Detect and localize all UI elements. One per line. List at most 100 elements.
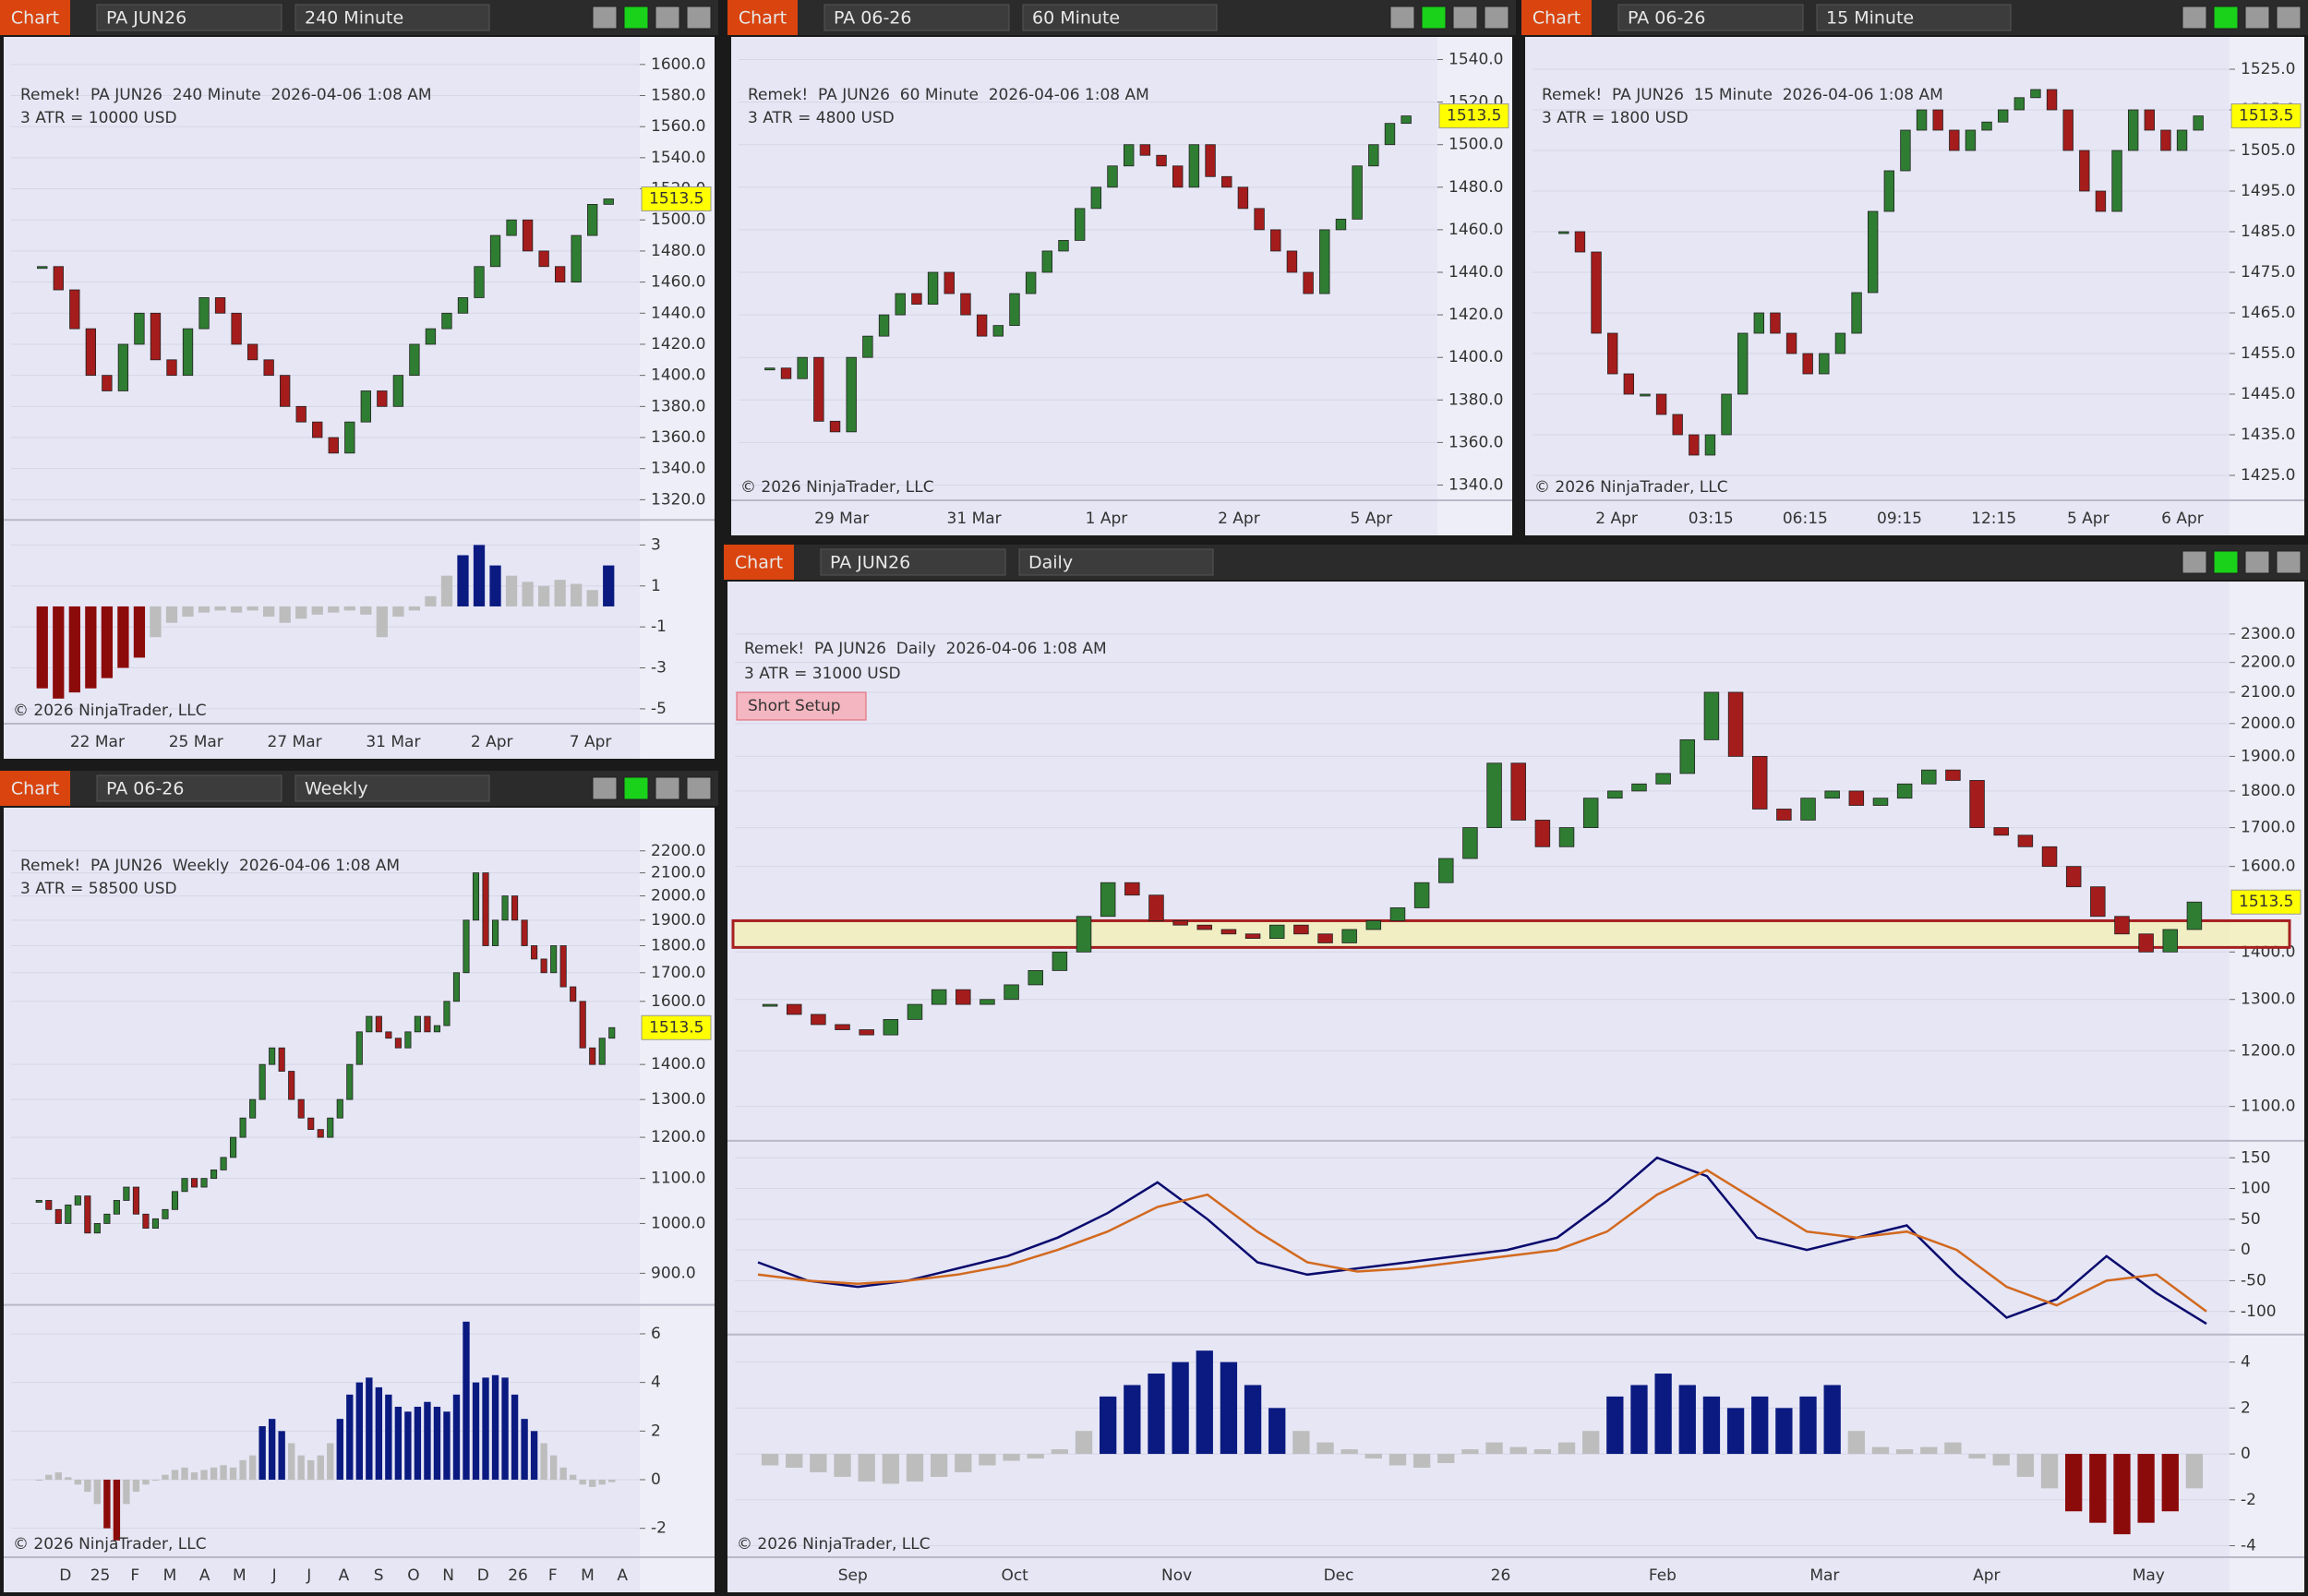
histogram-bar (1726, 1408, 1745, 1455)
histogram-bar (84, 1479, 91, 1493)
window-button[interactable] (2213, 550, 2239, 574)
y-tick-label: 1525.0 (2241, 60, 2295, 78)
window-button[interactable] (1484, 6, 1509, 30)
window-button[interactable] (2276, 550, 2302, 574)
candle (123, 1186, 130, 1201)
candle (166, 359, 177, 377)
candle (472, 872, 480, 921)
y-tick-label: 1460.0 (651, 273, 705, 292)
chart-tab[interactable] (0, 0, 70, 35)
window-button[interactable] (623, 6, 649, 30)
candle (1074, 208, 1086, 241)
candle (1868, 210, 1879, 294)
candle (579, 1001, 586, 1049)
x-tick-label: May (2133, 1566, 2165, 1585)
x-tick-label: M (233, 1566, 246, 1585)
histogram-bar (246, 606, 258, 611)
histogram-bar (521, 1419, 528, 1480)
y-tick-label: 1600.0 (2241, 858, 2295, 876)
y-tick-label: 1700.0 (651, 964, 705, 982)
candle (1319, 229, 1330, 294)
y-tick-label: 1400.0 (651, 366, 705, 385)
window-button[interactable] (2213, 6, 2239, 30)
y-tick-label: 3 (651, 535, 661, 554)
chart-tab[interactable] (727, 0, 798, 35)
y-tick-label: 1440.0 (1449, 263, 1503, 282)
window-button[interactable] (1421, 6, 1447, 30)
window-button[interactable] (2182, 550, 2207, 574)
chart-tab[interactable] (0, 771, 70, 806)
window-button[interactable] (2244, 6, 2270, 30)
window-button[interactable] (2276, 6, 2302, 30)
histogram-bar (1630, 1385, 1648, 1455)
candle (1819, 353, 1830, 375)
histogram-bar (1678, 1385, 1696, 1455)
window-button[interactable] (592, 776, 618, 800)
window-button[interactable] (655, 776, 680, 800)
candle (288, 1071, 295, 1100)
instrument-dropdown[interactable] (96, 774, 282, 802)
candle (385, 1031, 392, 1039)
histogram-bar (598, 1479, 606, 1485)
window-button[interactable] (2182, 6, 2207, 30)
interval-dropdown[interactable] (295, 774, 490, 802)
candle (1389, 907, 1406, 921)
candle (392, 375, 404, 407)
window-button[interactable] (686, 6, 712, 30)
histogram-bar (425, 595, 437, 606)
instrument-dropdown[interactable] (96, 4, 282, 31)
candle (1486, 762, 1502, 828)
histogram-bar (608, 1479, 616, 1482)
candle (2160, 129, 2171, 151)
candle (424, 1015, 431, 1033)
candle (182, 328, 194, 377)
histogram-bar (1124, 1385, 1141, 1455)
interval-dropdown[interactable] (1022, 4, 1218, 31)
candle (2041, 846, 2058, 868)
interval-dropdown[interactable] (1816, 4, 2012, 31)
histogram-bar (589, 1479, 596, 1487)
candle (1534, 820, 1551, 847)
candle (231, 312, 242, 345)
histogram-bar (571, 583, 583, 606)
chart-tab[interactable] (1521, 0, 1592, 35)
window-button[interactable] (1452, 6, 1478, 30)
candle (1896, 783, 1913, 799)
instrument-dropdown[interactable] (823, 4, 1010, 31)
y-tick-label: 2300.0 (2241, 625, 2295, 643)
histogram-bar (979, 1454, 996, 1466)
candle (2162, 929, 2179, 953)
histogram-bar (1968, 1454, 1986, 1459)
x-tick-label: D (477, 1566, 489, 1585)
interval-dropdown[interactable] (1018, 548, 1214, 576)
instrument-dropdown[interactable] (1617, 4, 1804, 31)
histogram-bar (440, 575, 453, 606)
candle (1623, 373, 1635, 395)
histogram-bar (214, 606, 226, 611)
histogram-bar (433, 1406, 441, 1480)
candle (2079, 150, 2090, 192)
candle (336, 1098, 343, 1119)
window-button[interactable] (623, 776, 649, 800)
window-button[interactable] (1389, 6, 1415, 30)
histogram-bar (491, 1374, 499, 1480)
window-button[interactable] (592, 6, 618, 30)
candle (297, 1098, 305, 1119)
candle (608, 1026, 616, 1039)
chart-tab[interactable] (724, 545, 794, 580)
candle (1997, 109, 2009, 123)
candle (441, 312, 452, 330)
histogram-bar (1051, 1449, 1069, 1455)
window-button[interactable] (655, 6, 680, 30)
candle (1041, 250, 1053, 273)
instrument-dropdown[interactable] (820, 548, 1006, 576)
short-setup-button[interactable] (736, 691, 867, 721)
y-tick-label: 4 (2241, 1353, 2251, 1372)
window-button[interactable] (2244, 550, 2270, 574)
candle (1510, 762, 1526, 821)
x-tick-label: 31 Mar (947, 510, 1002, 528)
last-price-label: 1513.5 (1447, 107, 1501, 126)
window-button[interactable] (686, 776, 712, 800)
interval-dropdown[interactable] (295, 4, 490, 31)
y-tick-label: 1700.0 (2241, 819, 2295, 837)
